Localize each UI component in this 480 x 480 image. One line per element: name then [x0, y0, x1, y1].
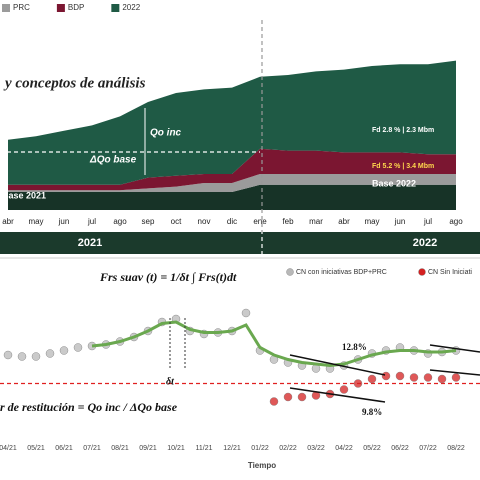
- trend-line: [289, 354, 386, 376]
- x-tick-label: sep: [142, 217, 155, 226]
- x-tick-label: jun: [394, 217, 406, 226]
- point: [59, 346, 69, 355]
- year-label: 2021: [78, 237, 102, 249]
- point: [3, 350, 13, 360]
- point: [283, 392, 293, 402]
- x-tick-label: 01/22: [251, 445, 269, 452]
- legend-swatch: [111, 4, 120, 12]
- x-tick-label: 05/22: [363, 445, 381, 452]
- annotation: 12.8%: [342, 342, 367, 352]
- x-tick-label: 04/22: [335, 445, 353, 452]
- x-tick-label: 11/21: [196, 445, 213, 452]
- trend-line: [289, 387, 386, 403]
- smooth-line: [91, 320, 457, 368]
- x-tick-label: abr: [2, 217, 14, 226]
- x-tick-label: jul: [423, 217, 432, 226]
- trend-line: [429, 369, 480, 376]
- annotation: Base 2022: [372, 178, 416, 188]
- annotation: δt: [166, 376, 175, 387]
- point: [31, 352, 41, 361]
- trend-line: [429, 344, 480, 353]
- legend-label: PRC: [13, 3, 30, 12]
- point: [423, 373, 433, 382]
- x-tick-label: may: [364, 217, 379, 226]
- point: [381, 371, 391, 381]
- annotation: Qo inc: [150, 128, 182, 139]
- x-tick-label: may: [28, 217, 43, 226]
- year-label: 2022: [413, 237, 437, 249]
- x-tick-label: 07/22: [419, 445, 437, 452]
- legend-swatch: [56, 4, 65, 12]
- x-tick-label: 08/22: [447, 445, 465, 452]
- year-band: [0, 232, 480, 254]
- point: [339, 385, 349, 394]
- point: [451, 373, 461, 382]
- legend-label: 2022: [122, 3, 140, 12]
- point: [395, 371, 405, 381]
- area: [8, 60, 456, 185]
- annotation: Frs suav (t) = 1/δt ∫ Frs(t)dt: [99, 270, 237, 284]
- annotation: Fd 5.2 % | 3.4 Mbm: [372, 163, 434, 170]
- legend-swatch: [418, 268, 426, 276]
- legend-label: CN con iniciativas BDP+PRC: [296, 269, 387, 276]
- x-tick-label: 12/21: [223, 445, 241, 452]
- x-tick-label: 05/21: [27, 445, 45, 452]
- x-tick-label: dic: [227, 217, 237, 226]
- x-axis-title: Tiempo: [248, 461, 276, 470]
- x-tick-label: 04/21: [0, 445, 17, 452]
- x-tick-label: ago: [113, 217, 127, 226]
- x-tick-label: mar: [309, 217, 323, 226]
- point: [297, 392, 307, 402]
- x-tick-label: feb: [282, 217, 294, 226]
- point: [269, 397, 279, 406]
- x-tick-label: 10/21: [167, 445, 185, 452]
- chart-title: y conceptos de análisis: [3, 75, 146, 91]
- legend-swatch: [286, 268, 294, 276]
- x-tick-label: jun: [58, 217, 70, 226]
- point: [437, 374, 447, 384]
- x-tick-label: oct: [171, 217, 182, 226]
- point: [73, 343, 83, 352]
- legend-label: BDP: [68, 3, 84, 12]
- x-tick-label: 02/22: [279, 445, 297, 452]
- legend-label: CN Sin Iniciati: [428, 269, 472, 276]
- x-tick-label: 03/22: [307, 445, 325, 452]
- x-tick-label: 06/21: [55, 445, 73, 452]
- point: [17, 352, 27, 361]
- area: [8, 148, 456, 191]
- x-tick-label: abr: [338, 217, 350, 226]
- x-tick-label: ene: [253, 217, 267, 226]
- annotation: ΔQo base: [89, 155, 137, 166]
- area: [8, 184, 456, 210]
- x-tick-label: 09/21: [139, 445, 157, 452]
- x-tick-label: nov: [198, 217, 211, 226]
- point: [353, 379, 363, 388]
- legend-swatch: [2, 4, 10, 12]
- annotation: r de restitución = Qo inc / ΔQo base: [0, 400, 178, 414]
- x-tick-label: jul: [87, 217, 96, 226]
- annotation: 9.8%: [362, 407, 382, 417]
- annotation: Base 2021: [2, 190, 46, 200]
- point: [367, 374, 377, 384]
- x-tick-label: 08/21: [111, 445, 129, 452]
- point: [409, 373, 419, 382]
- point: [241, 308, 251, 318]
- x-tick-label: 07/21: [83, 445, 101, 452]
- annotation: Fd 2.8 % | 2.3 Mbm: [372, 127, 434, 134]
- x-tick-label: ago: [449, 217, 463, 226]
- point: [45, 349, 55, 358]
- x-tick-label: 06/22: [391, 445, 409, 452]
